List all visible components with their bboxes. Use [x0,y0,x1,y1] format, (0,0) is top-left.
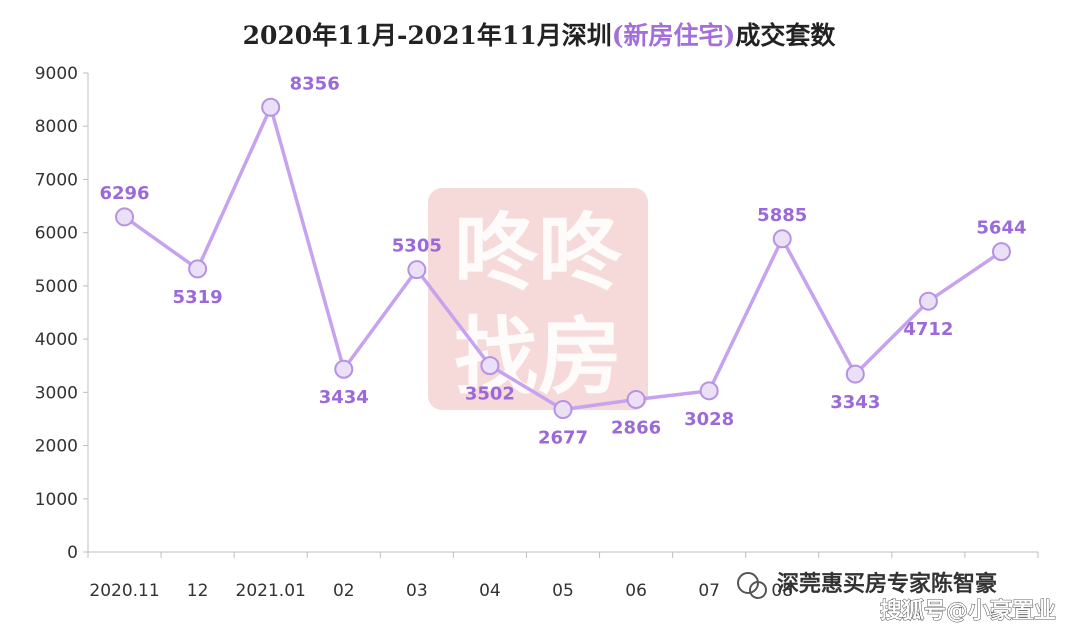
y-tick-label: 5000 [35,277,78,297]
x-tick-label: 08 [771,581,793,601]
x-tick-label: 2020.11 [89,581,159,601]
data-point [626,389,646,409]
data-label: 3028 [684,409,734,430]
data-label: 3343 [830,392,880,413]
data-label: 3434 [319,387,369,408]
data-label: 5305 [392,236,442,257]
data-labels: 6296 5319 8356 3434 5305 3502 2677 2866 3028 5885… [99,73,1026,448]
chart-title: 2020年11月-2021年11月深圳(新房住宅)成交套数 [243,21,837,50]
data-label: 8356 [290,73,340,94]
data-label: 3502 [465,384,515,405]
data-label: 5319 [173,287,223,308]
y-tick-label: 0 [67,543,78,563]
x-tick-label: 06 [625,581,647,601]
data-point [407,260,427,280]
y-ticks: 0 1000 2000 3000 4000 5000 6000 7000 8000 9000 [35,64,88,563]
x-tick-label: 12 [187,581,209,601]
x-tick-label: 2021.01 [236,581,306,601]
data-point [553,400,573,420]
chart-title-prefix: 2020年11月-2021年11月深圳 [243,21,612,50]
source-watermark: 深莞惠买房专家陈智豪 搜狐号@小豪置业 [737,571,1056,624]
data-point [334,359,354,379]
data-point [991,242,1011,262]
data-label: 5644 [976,218,1026,239]
data-point [918,291,938,311]
data-label: 2677 [538,428,588,449]
data-point [699,381,719,401]
chart-title-suffix: 成交套数 [735,21,836,50]
y-tick-label: 6000 [35,224,78,244]
data-label: 4712 [903,319,953,340]
data-label: 5885 [757,205,807,226]
data-point [115,207,135,227]
x-tick-label: 03 [406,581,428,601]
series-line-group [115,97,1011,420]
y-tick-label: 7000 [35,170,78,190]
watermark: 咚咚 找房 [428,188,648,410]
y-tick-label: 9000 [35,64,78,84]
data-point [480,356,500,376]
source-platform: 搜狐号@小豪置业 [880,598,1056,624]
y-tick-label: 2000 [35,437,78,457]
source-author: 深莞惠买房专家陈智豪 [777,571,997,597]
x-tick-label: 05 [552,581,574,601]
watermark-text-line1: 咚咚 [454,204,623,302]
data-label: 6296 [99,183,149,204]
x-tick-label: 04 [479,581,501,601]
x-tick-label: 02 [333,581,355,601]
y-tick-label: 8000 [35,117,78,137]
y-tick-label: 4000 [35,330,78,350]
data-point [845,364,865,384]
data-point [261,97,281,117]
data-point [772,229,792,249]
x-tick-label: 07 [698,581,720,601]
x-ticks: 2020.11 12 2021.01 02 03 04 05 06 07 08 [87,552,1039,601]
data-label: 2866 [611,417,661,438]
y-tick-label: 1000 [35,490,78,510]
data-point [188,259,208,279]
wechat-icon-secondary [749,581,767,599]
y-tick-label: 3000 [35,383,78,403]
chart-title-highlight: (新房住宅) [612,21,736,50]
